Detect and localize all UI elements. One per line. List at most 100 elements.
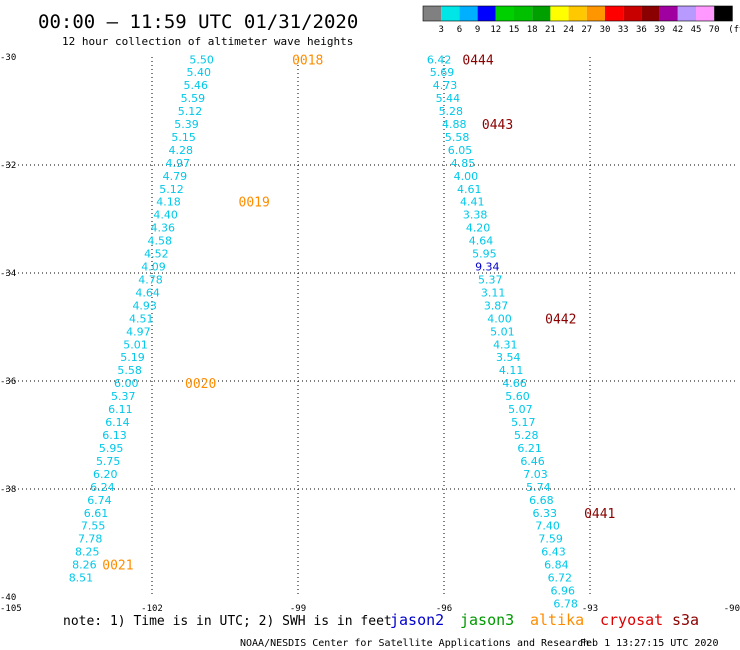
swh-value-label: 8.26 [72,559,97,572]
swh-value-label: 6.43 [541,546,566,559]
swh-value-label: 5.59 [181,92,206,105]
legend-item-cryosat: cryosat [600,611,663,629]
y-tick-label: -32 [0,161,16,171]
swh-value-label: 4.28 [168,144,193,157]
swh-value-label: 3.11 [481,286,506,299]
color-swatch [623,6,642,21]
swh-value-label: 5.69 [430,66,455,79]
color-bar-label: 18 [527,25,538,35]
page-subtitle: 12 hour collection of altimeter wave hei… [62,35,353,48]
swh-value-label: 6.13 [102,429,127,442]
color-bar-label: 6 [457,25,462,35]
swh-value-label: 4.41 [460,196,485,209]
color-swatch [514,6,533,21]
swh-value-label: 6.72 [548,572,573,585]
footer-note: note: 1) Time is in UTC; 2) SWH is in fe… [63,614,392,629]
swh-value-label: 6.24 [90,481,115,494]
swh-value-label: 5.50 [189,54,214,67]
swh-value-label: 4.93 [132,299,157,312]
pass-time-label: 0444 [462,54,493,69]
swh-value-label: 4.66 [502,377,527,390]
swh-value-label: 3.38 [463,209,488,222]
swh-value-label: 7.55 [81,520,106,533]
swh-value-label: 4.00 [454,170,479,183]
pass-time-label: 0443 [482,118,513,133]
color-bar-unit: (ft) [728,25,740,35]
swh-value-label: 7.78 [78,533,103,546]
swh-value-label: 5.58 [445,131,470,144]
swh-value-label: 4.20 [466,222,491,235]
color-bar-label: 24 [563,25,574,35]
pass-time-label: 0441 [584,507,615,522]
swh-value-label: 4.31 [493,338,518,351]
swh-value-label: 4.88 [442,118,467,131]
swh-value-label: 4.85 [451,157,476,170]
legend-item-s3a: s3a [672,611,699,629]
color-bar-label: 45 [691,25,702,35]
swh-value-label: 6.61 [84,507,109,520]
color-bar-label: 70 [709,25,720,35]
y-tick-label: -34 [0,269,16,279]
swh-value-label: 4.61 [457,183,482,196]
swh-value-label: 6.68 [529,494,554,507]
swh-value-label: 5.60 [505,390,530,403]
swh-value-label: 4.73 [433,79,458,92]
swh-value-label: 5.12 [159,183,184,196]
swh-value-label: 6.46 [520,455,545,468]
axis-tick-labels: -105 -102 -99 -96 -93 -90 -30 -32 -34 -36 -38 -40 [0,53,740,614]
swh-value-label: 6.33 [532,507,557,520]
page-title: 00:00 — 11:59 UTC 01/31/2020 [38,11,358,33]
y-tick-label: -36 [0,377,16,387]
color-swatch [459,6,478,21]
swh-value-label: 4.79 [163,170,188,183]
swh-value-label: 6.74 [87,494,112,507]
swh-value-label: 6.21 [517,442,542,455]
grid-lines [6,57,736,597]
swh-value-label: 5.39 [174,118,199,131]
color-swatch [677,6,696,21]
swh-value-label: 4.78 [138,273,163,286]
x-tick-label: -90 [724,604,740,614]
pass-time-label: 0021 [102,559,133,574]
color-swatch [714,6,733,21]
pass-time-label: 0442 [545,312,576,327]
swh-value-label: 5.07 [508,403,533,416]
legend-item-altika: altika [530,611,584,629]
swh-value-label: 4.11 [499,364,524,377]
swh-value-label: 4.18 [156,196,181,209]
color-swatch [586,6,605,21]
swh-value-label: 6.14 [105,416,130,429]
color-bar-label: 36 [636,25,647,35]
pass-time-label: 0018 [292,54,323,69]
swh-value-label: 6.42 [427,54,452,67]
swh-value-label: 5.95 [99,442,124,455]
swh-value-label: 5.28 [514,429,539,442]
color-swatch [495,6,514,21]
color-bar-label: 42 [672,25,683,35]
color-swatch [550,6,569,21]
color-bar-label: 33 [618,25,629,35]
swh-value-label: 3.87 [484,299,509,312]
y-tick-label: -30 [0,53,16,63]
swh-value-label: 5.12 [178,105,203,118]
swh-value-label: 3.54 [496,351,521,364]
x-tick-label: -99 [290,604,306,614]
satellite-legend: jason2 jason3 altika cryosat s3a [390,611,699,629]
swh-value-label: 5.01 [490,325,515,338]
swh-value-label: 7.40 [535,520,560,533]
swh-value-label: 8.25 [75,546,100,559]
swh-value-label: 5.15 [171,131,196,144]
color-bar-label: 39 [654,25,665,35]
color-swatch [641,6,660,21]
footer-timestamp: Feb 1 13:27:15 UTC 2020 [580,638,718,649]
color-swatch [441,6,460,21]
swh-value-label: 6.00 [114,377,139,390]
legend-item-jason2: jason2 [390,611,444,629]
y-tick-label: -38 [0,485,16,495]
swh-value-label: 4.52 [144,248,169,261]
swh-value-label: 8.51 [69,572,94,585]
color-swatch [696,6,715,21]
swh-value-label: 6.78 [553,597,578,610]
color-bar-label: 9 [475,25,480,35]
swh-value-label: 6.11 [108,403,133,416]
